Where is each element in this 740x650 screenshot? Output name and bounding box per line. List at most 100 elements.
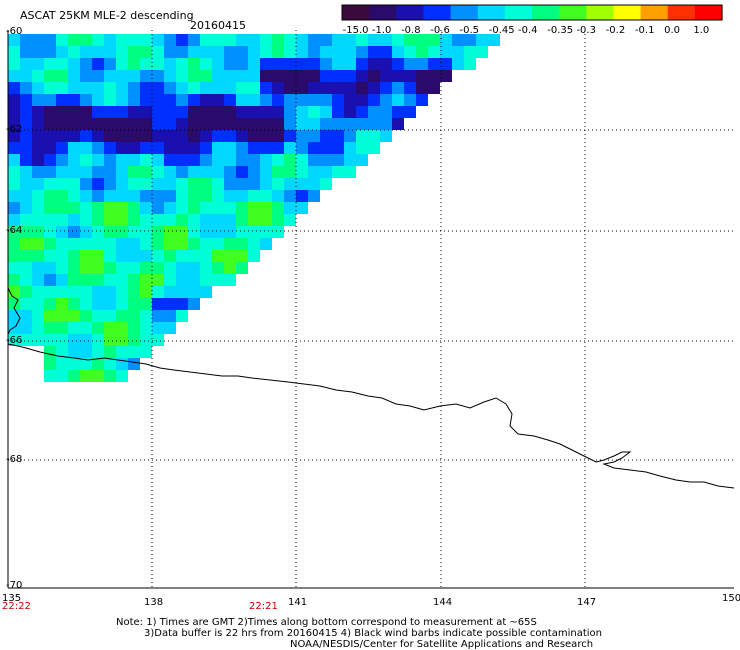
swath-cell (152, 250, 164, 262)
lon-tick-138: 138 (144, 597, 164, 608)
swath-cell (260, 178, 272, 190)
swath-cell (44, 82, 56, 94)
swath-cell (140, 106, 152, 118)
swath-cell (140, 286, 152, 298)
swath-cell (8, 250, 20, 262)
swath-cell (164, 202, 176, 214)
swath-cell (308, 34, 320, 46)
swath-cell (20, 70, 32, 82)
swath-cell (164, 58, 176, 70)
swath-cell (260, 226, 272, 238)
swath-cell (68, 370, 80, 382)
swath-cell (212, 238, 224, 250)
swath-cell (428, 82, 440, 94)
swath-cell (200, 46, 212, 58)
swath-cell (80, 166, 92, 178)
swath-cell (140, 82, 152, 94)
swath-cell (224, 46, 236, 58)
swath-cell (176, 106, 188, 118)
swath-cell (80, 154, 92, 166)
swath-cell (44, 274, 56, 286)
swath-cell (176, 46, 188, 58)
swath-cell (44, 370, 56, 382)
swath-cell (140, 58, 152, 70)
swath-cell (440, 34, 452, 46)
swath-cell (92, 118, 104, 130)
swath-cell (56, 130, 68, 142)
swath-cell (332, 130, 344, 142)
swath-cell (128, 238, 140, 250)
swath-cell (20, 214, 32, 226)
swath-cell (248, 70, 260, 82)
swath-cell (248, 214, 260, 226)
swath-cell (92, 70, 104, 82)
swath-cell (200, 154, 212, 166)
swath-cell (44, 130, 56, 142)
swath-cell (44, 34, 56, 46)
swath-cell (164, 166, 176, 178)
swath-cell (416, 46, 428, 58)
swath-cell (80, 346, 92, 358)
swath-cell (272, 70, 284, 82)
swath-cell (128, 214, 140, 226)
colorbar-border (341, 4, 723, 21)
swath-cell (68, 46, 80, 58)
swath-cell (236, 178, 248, 190)
swath-cell (68, 130, 80, 142)
swath-cell (428, 46, 440, 58)
swath-cell (104, 310, 116, 322)
swath-cell (80, 370, 92, 382)
swath-cell (248, 178, 260, 190)
swath-cell (284, 178, 296, 190)
colorbar-segment (342, 5, 370, 20)
swath-cell (296, 118, 308, 130)
swath-cell (164, 190, 176, 202)
swath-cell (92, 370, 104, 382)
swath-cell (140, 250, 152, 262)
swath-cell (164, 238, 176, 250)
swath-cell (8, 46, 20, 58)
swath-cell (164, 214, 176, 226)
swath-cell (368, 82, 380, 94)
swath-cell (32, 178, 44, 190)
swath-cell (308, 58, 320, 70)
swath-cell (116, 94, 128, 106)
swath-cell (32, 238, 44, 250)
swath-cell (284, 190, 296, 202)
swath-cell (32, 106, 44, 118)
swath-cell (368, 130, 380, 142)
swath-cell (80, 34, 92, 46)
swath-cell (224, 142, 236, 154)
swath-cell (140, 238, 152, 250)
swath-cell (320, 118, 332, 130)
swath-cell (152, 166, 164, 178)
swath-cell (68, 358, 80, 370)
swath-cell (212, 46, 224, 58)
swath-cell (8, 94, 20, 106)
swath-cell (344, 58, 356, 70)
swath-cell (344, 34, 356, 46)
swath-cell (20, 166, 32, 178)
swath-cell (284, 154, 296, 166)
swath-cell (356, 118, 368, 130)
swath-cell (92, 178, 104, 190)
colorbar-label: -0.45 (488, 25, 515, 36)
swath-cell (188, 142, 200, 154)
swath-cell (188, 46, 200, 58)
swath-cell (116, 250, 128, 262)
swath-cell (152, 226, 164, 238)
swath-cell (332, 34, 344, 46)
swath-cell (92, 334, 104, 346)
swath-cell (224, 166, 236, 178)
swath-cell (368, 118, 380, 130)
swath-cell (8, 310, 20, 322)
swath-cell (104, 106, 116, 118)
swath-cell (80, 226, 92, 238)
swath-cell (416, 94, 428, 106)
swath-cell (80, 358, 92, 370)
swath-cell (140, 130, 152, 142)
swath-cell (68, 82, 80, 94)
swath-cell (260, 142, 272, 154)
swath-cell (188, 118, 200, 130)
swath-cell (8, 130, 20, 142)
